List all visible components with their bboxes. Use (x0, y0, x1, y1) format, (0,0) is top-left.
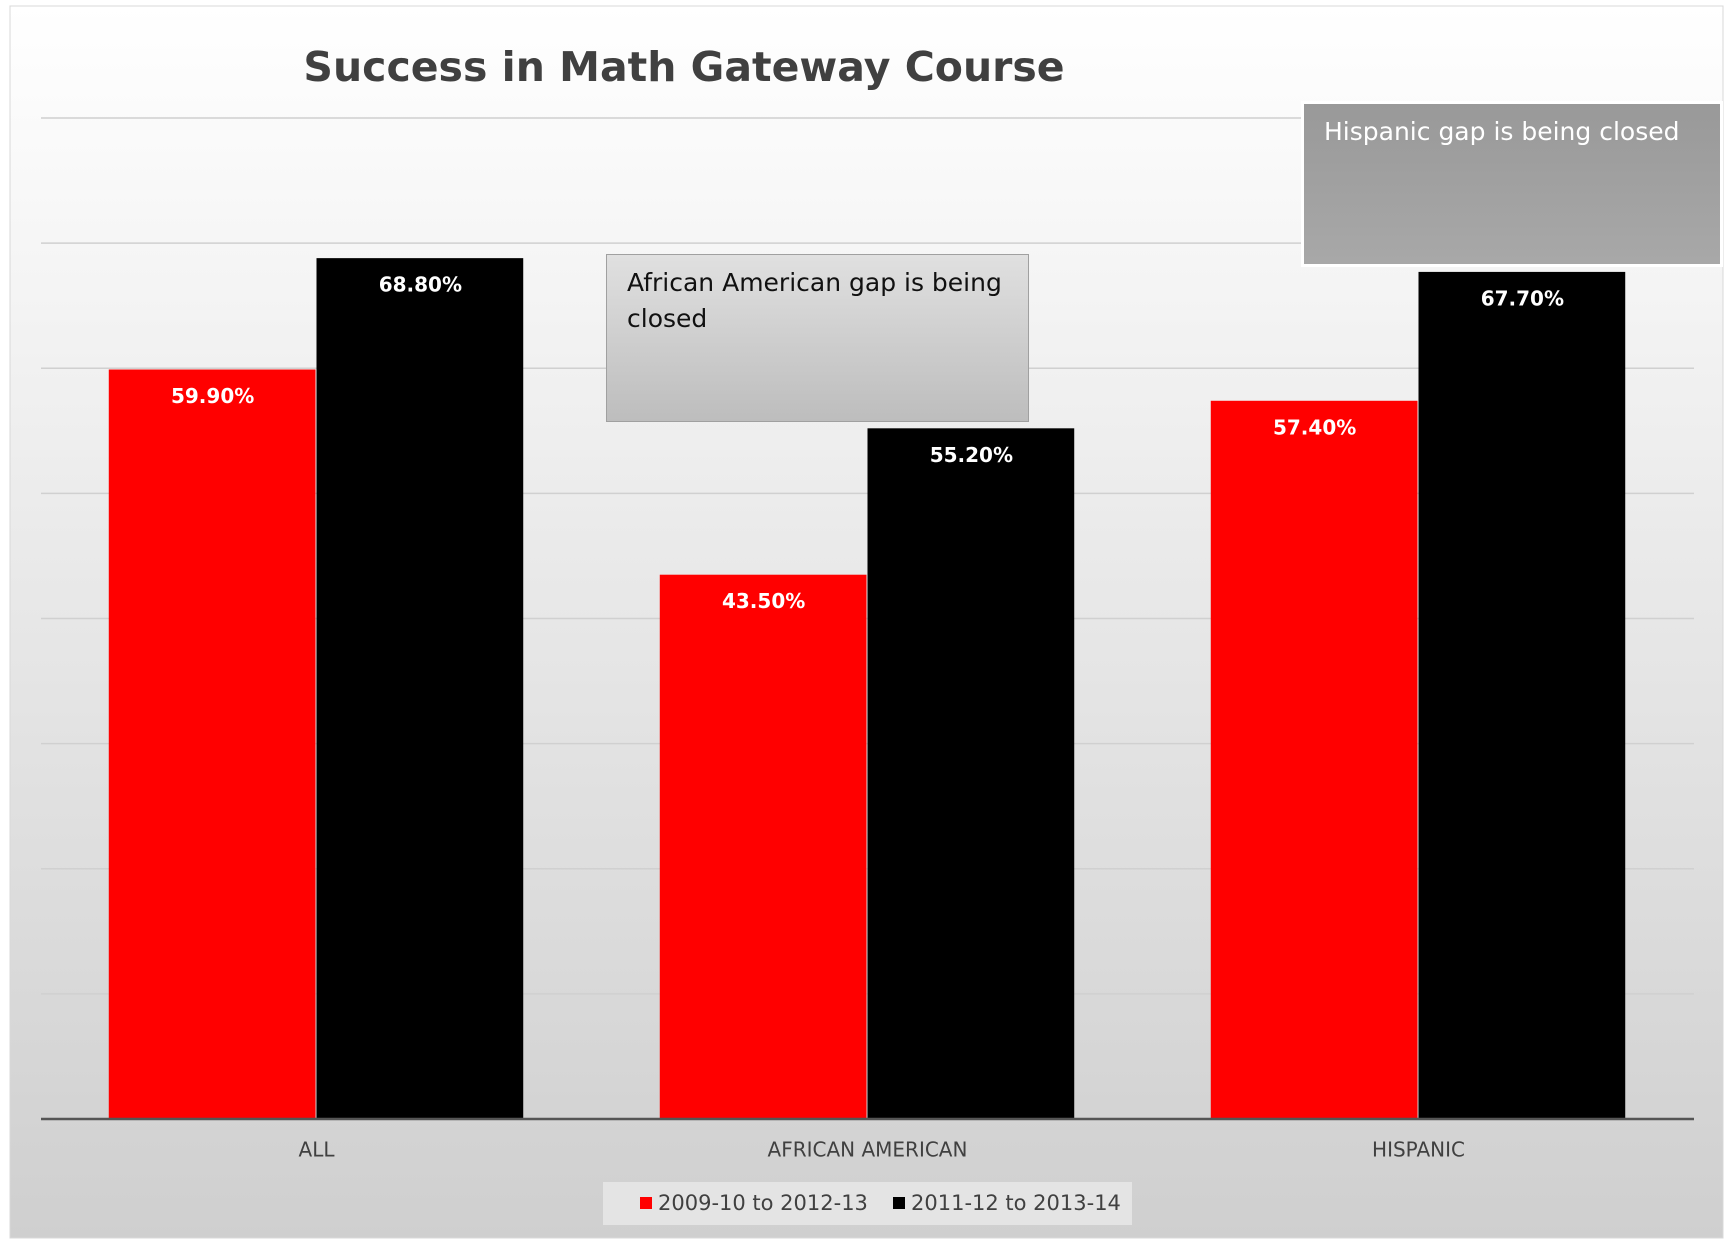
bar (1210, 400, 1418, 1120)
bar (316, 258, 524, 1119)
data-label: 59.90% (171, 384, 254, 408)
data-label: 55.20% (930, 443, 1013, 467)
annotation: African American gap is being closed (606, 254, 1029, 422)
data-label: 43.50% (722, 589, 805, 613)
bar (108, 369, 316, 1120)
x-tick-label: ALL (299, 1138, 336, 1162)
bar (867, 428, 1075, 1119)
legend-swatch (893, 1197, 905, 1209)
bar (659, 574, 867, 1119)
x-tick-label: HISPANIC (1372, 1138, 1465, 1162)
data-label: 68.80% (379, 273, 462, 297)
data-label: 67.70% (1481, 286, 1564, 310)
x-tick-label: AFRICAN AMERICAN (768, 1138, 968, 1162)
annotation: Hispanic gap is being closed (1301, 101, 1723, 267)
legend-label: 2011-12 to 2013-14 (911, 1191, 1121, 1215)
legend-swatch (640, 1197, 652, 1209)
chart-title: Success in Math Gateway Course (303, 43, 1064, 91)
data-label: 57.40% (1273, 415, 1356, 439)
legend-label: 2009-10 to 2012-13 (658, 1191, 868, 1215)
bar (1418, 271, 1626, 1119)
legend-box (603, 1182, 1132, 1225)
